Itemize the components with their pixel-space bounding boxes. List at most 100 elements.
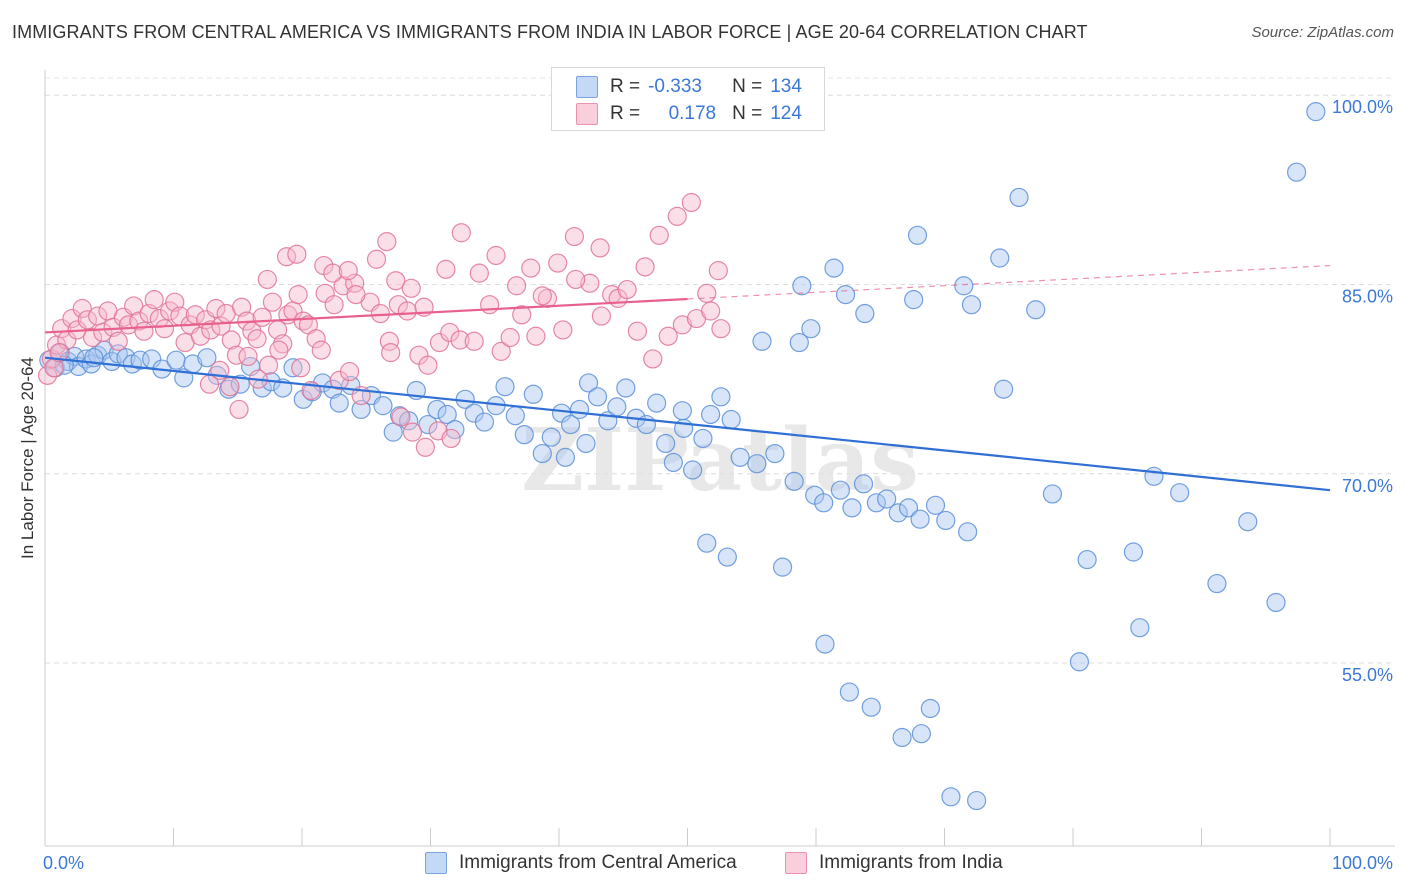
point-central-america (569, 399, 590, 420)
bottom-legend-swatch-central-america (425, 852, 447, 874)
point-india (291, 358, 311, 378)
point-india (52, 319, 72, 339)
point-india (287, 244, 307, 264)
point-central-america (1026, 300, 1046, 320)
point-india (415, 437, 435, 457)
watermark: ZIPatlas (521, 410, 919, 511)
legend-swatch-central-america (576, 76, 598, 98)
point-central-america (532, 443, 552, 464)
point-india (711, 319, 731, 339)
point-india (72, 298, 92, 319)
point-central-america (784, 471, 804, 491)
source-label: Source: ZipAtlas.com (1251, 24, 1394, 41)
point-india (667, 206, 687, 226)
point-central-america (842, 498, 862, 518)
point-central-america (830, 480, 851, 500)
x-tick-label: 100.0% (1332, 853, 1393, 873)
point-india (580, 273, 600, 293)
point-central-america (1130, 618, 1150, 638)
point-india (553, 320, 573, 340)
legend-r-value-central-america: -0.333 (648, 76, 702, 97)
point-central-america (954, 276, 974, 296)
point-india (672, 315, 692, 335)
point-central-america (390, 406, 410, 426)
point-central-america (693, 428, 713, 449)
point-central-america (418, 414, 438, 435)
point-central-america (892, 727, 912, 748)
point-central-america (990, 248, 1010, 268)
point-india (450, 330, 470, 350)
point-central-america (752, 331, 772, 351)
point-central-america (772, 557, 793, 577)
point-central-america (514, 425, 534, 445)
point-india (381, 343, 401, 363)
point-india (49, 343, 69, 363)
point-india (548, 253, 568, 273)
point-india (429, 332, 450, 353)
point-india (708, 261, 728, 281)
point-india (211, 316, 231, 336)
point-central-america (920, 698, 940, 719)
point-india (566, 269, 586, 290)
point-india (512, 305, 532, 325)
point-central-america (711, 387, 731, 407)
point-central-america (835, 284, 856, 305)
point-india (262, 292, 283, 312)
point-india (440, 322, 460, 343)
point-india (62, 308, 82, 329)
legend-r-value-india: 0.178 (668, 103, 717, 124)
point-central-america (866, 493, 886, 513)
point-india (311, 340, 331, 360)
point-central-america (925, 495, 946, 515)
point-india (486, 245, 506, 266)
point-india (93, 322, 113, 343)
point-india (635, 257, 655, 277)
point-india (366, 249, 387, 269)
point-india (469, 263, 489, 283)
point-india (451, 223, 471, 243)
point-central-america (1042, 484, 1063, 504)
point-central-america (495, 377, 515, 397)
legend-n-label: N = (732, 103, 763, 124)
point-central-america (1170, 483, 1190, 503)
legend-n-label: N = (732, 76, 763, 97)
point-central-america (910, 509, 930, 529)
point-central-america (877, 489, 897, 509)
point-india (108, 331, 128, 351)
point-central-america (523, 384, 543, 404)
point-central-america (911, 724, 931, 744)
point-india (649, 225, 669, 245)
point-central-america (656, 433, 676, 454)
point-central-america (861, 697, 881, 717)
point-india (124, 296, 144, 316)
point-central-america (855, 303, 875, 324)
bottom-legend-label-india: Immigrants from India (819, 852, 1003, 873)
point-india (386, 271, 406, 291)
bottom-legend-swatch-india (785, 852, 807, 874)
point-india (154, 319, 175, 339)
point-central-america (994, 379, 1014, 399)
point-india (617, 279, 637, 300)
point-central-america (351, 399, 371, 420)
point-central-america (427, 399, 447, 420)
point-central-america (747, 454, 767, 474)
point-india (324, 295, 344, 315)
point-india (697, 283, 717, 303)
point-india (221, 330, 241, 350)
trendline-dashed-india (687, 264, 1331, 300)
y-tick-label: 55.0% (1342, 665, 1393, 685)
point-central-america (607, 397, 627, 417)
bottom-legend-label-central-america: Immigrants from Central America (459, 852, 737, 873)
trendline-india (44, 297, 688, 334)
point-india (377, 232, 397, 252)
point-india (397, 301, 417, 321)
point-india (701, 301, 721, 321)
point-central-america (383, 422, 403, 442)
point-central-america (1009, 187, 1029, 208)
point-central-america (373, 396, 393, 416)
point-central-america (789, 332, 809, 353)
point-central-america (1123, 542, 1143, 562)
trendline-central-america (44, 356, 1331, 492)
point-central-america (888, 503, 908, 523)
